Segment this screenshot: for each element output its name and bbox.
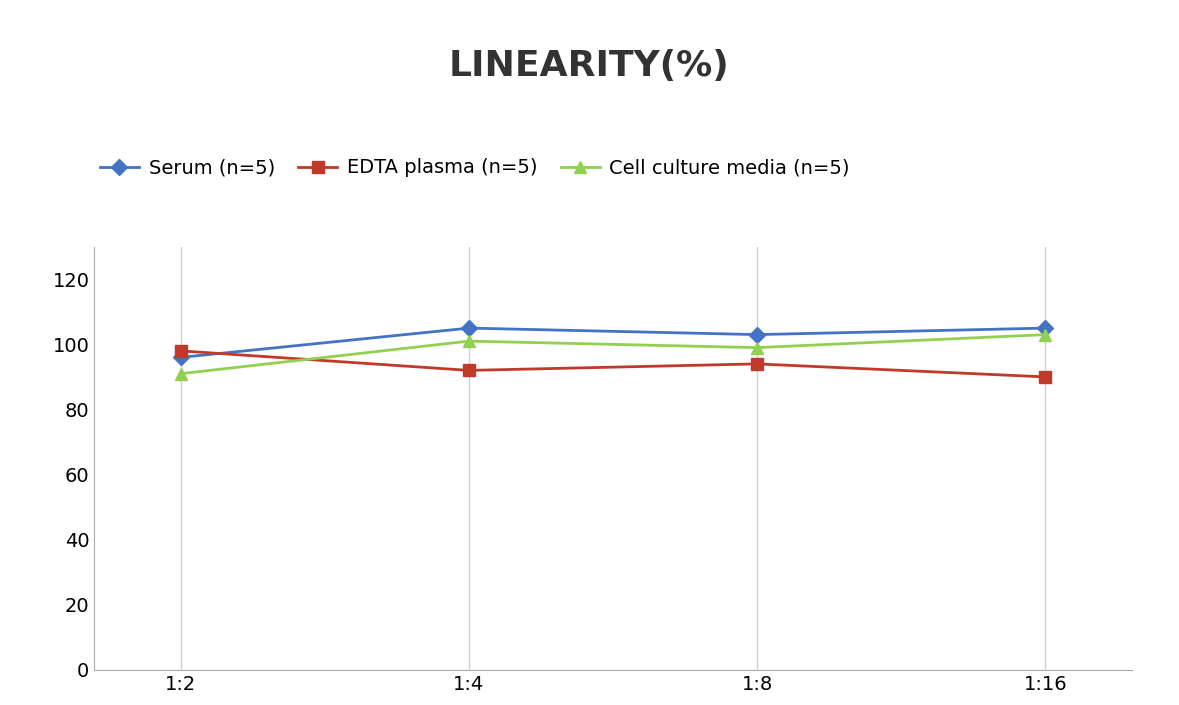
EDTA plasma (n=5) [462,366,476,374]
Cell culture media (n=5) [750,343,764,352]
Text: LINEARITY(%): LINEARITY(%) [449,49,730,83]
Serum (n=5) [173,353,187,362]
EDTA plasma (n=5) [173,347,187,355]
Cell culture media (n=5) [462,337,476,345]
Legend: Serum (n=5), EDTA plasma (n=5), Cell culture media (n=5): Serum (n=5), EDTA plasma (n=5), Cell cul… [92,151,857,185]
EDTA plasma (n=5) [750,360,764,368]
Line: EDTA plasma (n=5): EDTA plasma (n=5) [176,345,1050,382]
Serum (n=5) [750,331,764,339]
Serum (n=5) [1039,324,1053,332]
Serum (n=5) [462,324,476,332]
Line: Cell culture media (n=5): Cell culture media (n=5) [176,329,1050,379]
Cell culture media (n=5) [173,369,187,378]
EDTA plasma (n=5) [1039,373,1053,381]
Cell culture media (n=5) [1039,331,1053,339]
Line: Serum (n=5): Serum (n=5) [176,323,1050,363]
